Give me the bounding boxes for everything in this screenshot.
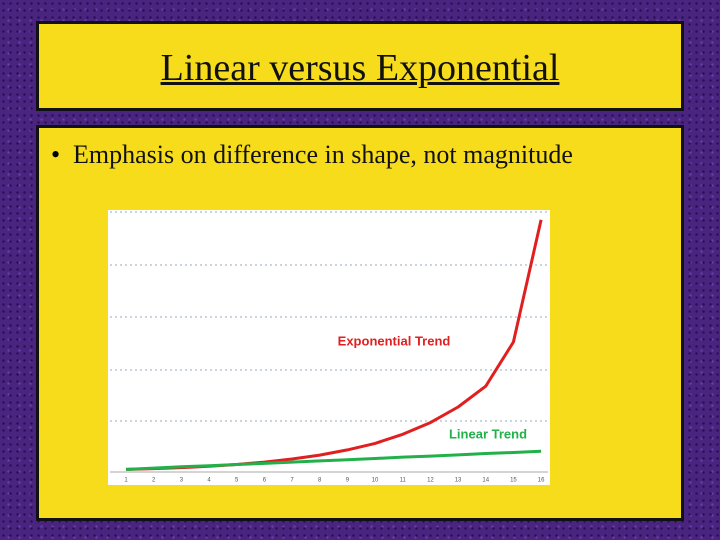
title-box: Linear versus Exponential xyxy=(36,21,684,111)
bullet-text: Emphasis on difference in shape, not mag… xyxy=(73,140,573,169)
x-tick-label: 15 xyxy=(510,478,517,484)
x-tick-label: 10 xyxy=(372,478,379,484)
line xyxy=(125,449,542,471)
x-tick-label: 13 xyxy=(455,478,462,484)
annotation: Exponential Trend xyxy=(338,333,451,348)
x-tick-label: 7 xyxy=(290,478,294,484)
annotation: Linear Trend xyxy=(449,426,527,441)
x-tick-label: 12 xyxy=(427,478,434,484)
x-tick-label: 8 xyxy=(318,478,322,484)
x-tick-label: 5 xyxy=(235,478,239,484)
bullet-dot: • xyxy=(51,140,61,169)
x-tick-label: 3 xyxy=(180,478,184,484)
x-tick-label: 14 xyxy=(482,478,489,484)
x-tick-label: 16 xyxy=(538,478,545,484)
x-tick-label: 1 xyxy=(124,478,128,484)
x-tick-label: 4 xyxy=(207,478,211,484)
slide-title: Linear versus Exponential xyxy=(160,47,560,89)
x-tick-label: 2 xyxy=(152,478,156,484)
x-tick-label: 9 xyxy=(346,478,350,484)
x-tick-label: 11 xyxy=(400,478,407,484)
chart-background xyxy=(108,210,550,485)
x-tick-label: 6 xyxy=(263,478,267,484)
grid xyxy=(110,211,548,422)
